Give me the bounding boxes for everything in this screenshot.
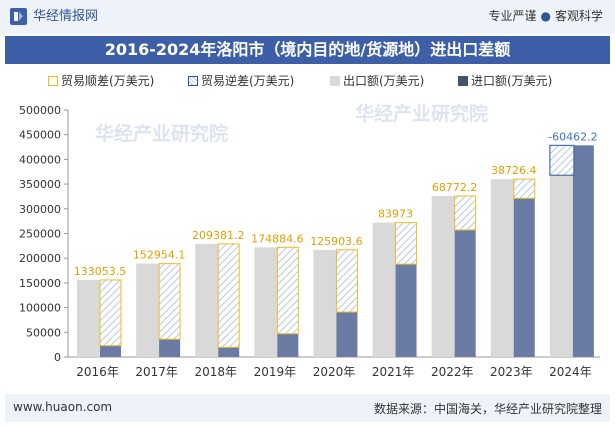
chart-title: 2016-2024年洛阳市（境内目的地/货源地）进出口差额	[5, 36, 610, 64]
bar-import	[513, 198, 535, 357]
x-tick-label: 2017年	[135, 365, 178, 379]
y-tick-label: 0	[54, 351, 61, 364]
bar-export	[195, 243, 220, 357]
huajing-logo-icon	[10, 8, 27, 25]
x-tick-label: 2021年	[372, 365, 415, 379]
brand-name: 华经情报网	[33, 9, 99, 24]
bar-import	[159, 339, 181, 357]
bar-surplus	[217, 243, 240, 348]
legend-item-surplus: 贸易顺差(万美元)	[48, 72, 154, 90]
bar-surplus	[99, 279, 122, 347]
bar-import	[572, 145, 594, 357]
bar-export	[77, 279, 101, 357]
legend-label-surplus: 贸易顺差(万美元)	[61, 74, 155, 88]
y-tick-label: 50000	[26, 326, 61, 339]
legend-label-export: 出口额(万美元)	[343, 74, 425, 88]
legend-item-export: 出口额(万美元)	[330, 72, 424, 90]
data-label: 38726.4	[491, 164, 537, 177]
x-tick-label: 2019年	[254, 365, 297, 379]
bar-surplus	[276, 246, 299, 335]
bar-export	[313, 249, 338, 357]
y-tick-label: 250000	[19, 228, 61, 241]
data-label: -60462.2	[548, 130, 597, 143]
y-tick-label: 350000	[19, 178, 61, 191]
x-tick-label: 2022年	[431, 365, 474, 379]
bar-export	[136, 263, 161, 357]
y-tick-label: 400000	[19, 153, 61, 166]
x-tick-label: 2016年	[76, 365, 119, 379]
data-label: 83973	[378, 208, 413, 221]
y-tick-label: 500000	[19, 104, 61, 117]
data-label: 68772.2	[432, 181, 478, 194]
bar-export	[549, 175, 574, 357]
bar-surplus	[395, 222, 418, 265]
website-url: www.huaon.com	[13, 400, 113, 414]
legend-swatch-deficit	[188, 76, 198, 86]
data-label: 152954.1	[133, 249, 186, 262]
legend-item-deficit: 贸易逆差(万美元)	[188, 72, 294, 90]
legend-label-import: 进口额(万美元)	[471, 74, 553, 88]
data-label: 133053.5	[74, 265, 127, 278]
data-label: 174884.6	[251, 232, 304, 245]
legend-swatch-export	[330, 76, 340, 86]
bar-import	[100, 345, 121, 357]
legend-label-deficit: 贸易逆差(万美元)	[201, 74, 295, 88]
data-label: 125903.6	[310, 235, 363, 248]
bar-export	[372, 222, 397, 357]
footer-bar: www.huaon.com 数据来源：中国海关，华经产业研究院整理	[5, 394, 610, 422]
y-tick-label: 150000	[19, 277, 61, 290]
bar-deficit	[549, 144, 575, 176]
y-tick-label: 300000	[19, 203, 61, 216]
bar-export	[431, 195, 456, 357]
bar-surplus	[158, 263, 181, 340]
tagline: 专业严谨 ● 客观科学	[488, 8, 603, 25]
y-tick-label: 100000	[19, 302, 61, 315]
tagline-dot: ●	[540, 9, 551, 23]
x-tick-label: 2023年	[490, 365, 533, 379]
bar-import	[336, 311, 358, 357]
x-tick-label: 2020年	[313, 365, 356, 379]
watermark-text: 华经产业研究院	[95, 122, 228, 145]
chart-plot: 0 50000 100000 150000 200000 250000 300000 3500…	[19, 102, 600, 379]
legend-swatch-import	[458, 76, 468, 86]
bar-surplus	[454, 195, 477, 231]
x-tick-label: 2018年	[195, 365, 238, 379]
legend-swatch-surplus	[48, 76, 58, 86]
bar-export	[254, 247, 279, 357]
bar-import	[454, 229, 476, 357]
x-tick-label: 2024年	[549, 365, 592, 379]
data-source: 数据来源：中国海关，华经产业研究院整理	[373, 402, 602, 416]
bar-surplus	[513, 178, 536, 199]
tagline-right: 客观科学	[554, 9, 603, 23]
bar-import	[277, 333, 299, 357]
watermark-text: 华经产业研究院	[355, 102, 488, 125]
y-tick-label: 450000	[19, 129, 61, 142]
chart-legend: 贸易顺差(万美元) 贸易逆差(万美元) 出口额(万美元) 进口额(万美元)	[0, 70, 615, 92]
y-tick-label: 200000	[19, 252, 61, 265]
header-bar: 华经情报网 专业严谨 ● 客观科学	[0, 0, 615, 34]
bar-export	[490, 179, 515, 357]
bar-import	[395, 264, 417, 357]
legend-item-import: 进口额(万美元)	[458, 72, 552, 90]
tagline-left: 专业严谨	[488, 9, 537, 23]
bar-surplus	[335, 249, 358, 313]
bar-import	[218, 347, 240, 357]
data-label: 209381.2	[192, 229, 245, 242]
